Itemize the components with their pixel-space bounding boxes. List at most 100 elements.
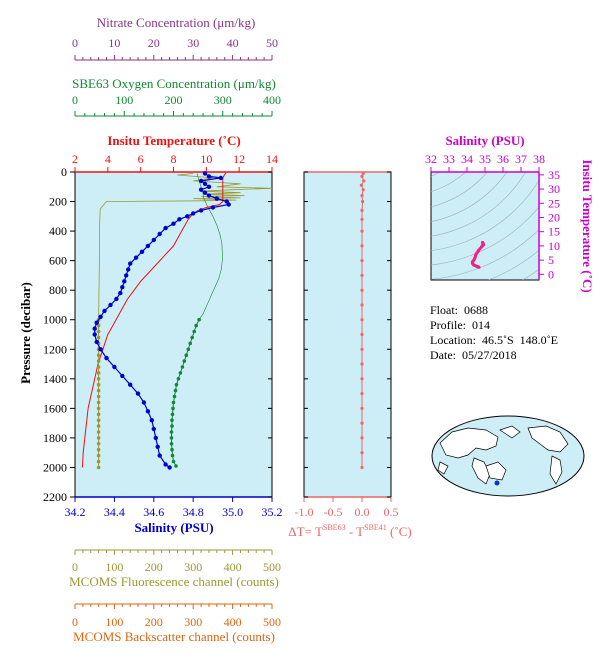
- ts-salinity-tick-label: 34: [461, 152, 473, 166]
- delta-t-point: [360, 318, 364, 322]
- salinity-point: [108, 302, 113, 308]
- salinity-point: [210, 205, 216, 210]
- delta-t-point: [360, 259, 364, 263]
- fluorescence-point: [96, 406, 101, 411]
- backscatter-tick-label: 0: [72, 615, 78, 629]
- delta-t-point: [359, 183, 363, 187]
- nitrate-tick-label: 0: [72, 36, 78, 50]
- pressure-tick-label: 800: [49, 283, 67, 297]
- salinity-point: [126, 267, 131, 272]
- fluorescence-tick-label: 400: [224, 560, 242, 574]
- delta-t-tick-label: 0.0: [355, 505, 370, 519]
- ts-temperature-tick-label: 10: [548, 239, 560, 253]
- temperature-tick-label: 14: [266, 152, 278, 166]
- delta-t-point: [360, 217, 364, 221]
- salinity-point: [153, 435, 158, 441]
- delta-t-point: [360, 244, 364, 248]
- main-plot-area: [74, 171, 273, 498]
- salinity-point: [151, 237, 156, 243]
- nitrate-tick-label: 50: [266, 36, 278, 50]
- oxygen-point: [172, 394, 177, 399]
- salinity-point: [118, 290, 123, 296]
- fluorescence-point: [96, 335, 101, 340]
- delta-t-point: [360, 194, 364, 198]
- salinity-axis-label: Salinity (PSU): [134, 520, 213, 535]
- oxygen-point: [176, 377, 181, 381]
- fluorescence-point: [96, 329, 101, 334]
- delta-t-point: [360, 421, 364, 425]
- ts-temperature-tick-label: 25: [548, 196, 560, 210]
- salinity-point: [145, 243, 151, 249]
- delta-t-point: [360, 174, 364, 178]
- salinity-point: [114, 296, 119, 302]
- delta-t-point: [360, 436, 364, 440]
- delta-t-point: [360, 465, 364, 470]
- pressure-tick-label: 200: [49, 195, 67, 209]
- world-map: [431, 415, 585, 497]
- delta-t-point: [360, 347, 364, 351]
- temperature-line: [81, 172, 227, 468]
- oxygen-point: [169, 442, 174, 446]
- salinity-point: [135, 391, 141, 396]
- ts-temperature-tick-label: 15: [548, 225, 560, 239]
- nitrate-tick-label: 20: [148, 36, 160, 50]
- ts-salinity-tick-label: 33: [443, 152, 455, 166]
- oxygen-point: [170, 412, 175, 417]
- delta-t-point: [361, 171, 365, 176]
- salinity-point: [120, 285, 125, 290]
- salinity-point: [202, 181, 208, 186]
- oxygen-point: [171, 400, 176, 405]
- delta-t-point: [360, 288, 364, 292]
- salinity-tick-label: 34.4: [104, 505, 125, 519]
- fluorescence-point: [96, 394, 101, 399]
- salinity-tick-label: 34.6: [143, 505, 164, 519]
- salinity-point: [122, 279, 127, 284]
- nitrate-axis-label: Nitrate Concentration (μm/kg): [97, 15, 256, 30]
- backscatter-tick-label: 500: [263, 615, 281, 629]
- oxygen-point: [170, 418, 174, 423]
- ts-temperature-tick-label: 35: [548, 168, 560, 182]
- oxygen-point: [197, 317, 201, 322]
- fluorescence-tick-label: 200: [145, 560, 163, 574]
- salinity-point: [94, 339, 99, 345]
- ts-temperature-tick-label: 20: [548, 210, 560, 224]
- ts-salinity-axis-label: Salinity (PSU): [445, 133, 524, 148]
- salinity-point: [214, 196, 219, 201]
- delta-t-axes: -1.0 -0.5 0.0 0.5: [295, 171, 399, 519]
- oxygen-point: [182, 359, 187, 363]
- salinity-point: [206, 174, 212, 179]
- fluorescence-tick-label: 500: [263, 560, 281, 574]
- salinity-tick-label: 35.2: [262, 505, 283, 519]
- nitrate-tick-label: 10: [108, 36, 120, 50]
- delta-t-point: [360, 332, 364, 337]
- oxygen-tick-label: 200: [165, 93, 183, 107]
- salinity-point: [98, 314, 103, 319]
- ts-salinity-tick-label: 37: [515, 152, 527, 166]
- oxygen-point: [190, 335, 194, 340]
- temperature-tick-label: 10: [200, 152, 212, 166]
- delta-t-point: [361, 188, 365, 192]
- float-id: Float: 0688: [430, 303, 489, 317]
- salinity-point: [151, 426, 156, 432]
- salinity-point: [155, 444, 160, 449]
- fluorescence-point: [96, 424, 101, 428]
- backscatter-tick-label: 100: [105, 615, 123, 629]
- ts-point: [477, 265, 481, 269]
- salinity-point: [218, 175, 223, 181]
- salinity-point: [141, 400, 147, 405]
- salinity-point: [92, 332, 97, 337]
- salinity-point: [202, 171, 208, 176]
- ts-salinity-tick-label: 32: [425, 152, 437, 166]
- fluorescence-point: [96, 436, 101, 440]
- salinity-point: [149, 418, 154, 423]
- pressure-tick-label: 2000: [43, 460, 67, 474]
- backscatter-tick-label: 300: [184, 615, 202, 629]
- temperature-tick-label: 8: [171, 152, 177, 166]
- ts-density-contour: [431, 172, 467, 193]
- salinity-point: [94, 320, 99, 325]
- float-info-panel: Float: 0688 Profile: 014 Location: 46.5˚…: [430, 303, 558, 363]
- oxygen-point: [180, 365, 185, 369]
- fluorescence-point: [96, 377, 101, 381]
